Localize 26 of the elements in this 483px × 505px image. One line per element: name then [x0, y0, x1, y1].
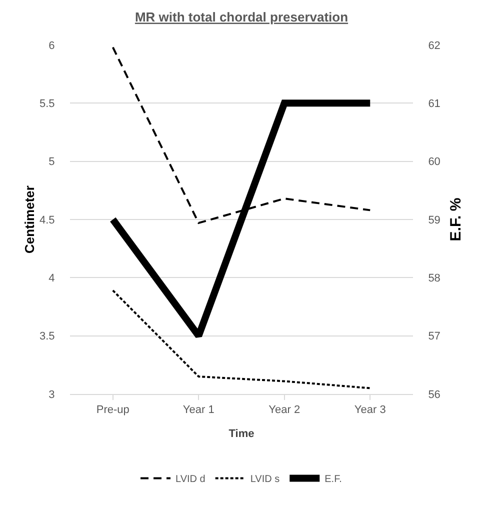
y2-tick-label: 57: [428, 330, 440, 343]
y2-tick-label: 56: [428, 388, 440, 401]
x-tick-label: Pre-up: [96, 404, 130, 416]
y-tick-label: 5.5: [40, 98, 55, 110]
x-tick-label: Year 2: [268, 404, 300, 416]
line-series: [112, 289, 372, 390]
y2-axis-title: E.F. %: [448, 198, 464, 242]
legend-label: LVID s: [250, 474, 280, 486]
x-axis-title: Time: [228, 428, 254, 440]
legend-label: LVID d: [176, 474, 206, 486]
chart-title: MR with total chordal preservation: [134, 10, 348, 25]
y-tick-label: 3.5: [40, 330, 55, 343]
y-tick-label: 3: [48, 388, 55, 401]
legend-label: E.F.: [324, 474, 342, 486]
y2-tick-label: 58: [428, 272, 440, 285]
x-tick-label: Year 3: [354, 404, 386, 416]
y2-tick-label: 61: [428, 98, 440, 110]
y2-tick-label: 60: [428, 156, 440, 168]
y-axis-title: Centimeter: [22, 186, 37, 254]
y-tick-label: 4: [48, 272, 55, 285]
y2-tick-label: 59: [428, 214, 440, 226]
x-tick-label: Year 1: [182, 404, 214, 416]
y-tick-label: 4.5: [40, 214, 55, 226]
y-tick-label: 6: [48, 40, 55, 52]
y-tick-label: 5: [48, 156, 55, 168]
y2-tick-label: 62: [428, 40, 440, 52]
